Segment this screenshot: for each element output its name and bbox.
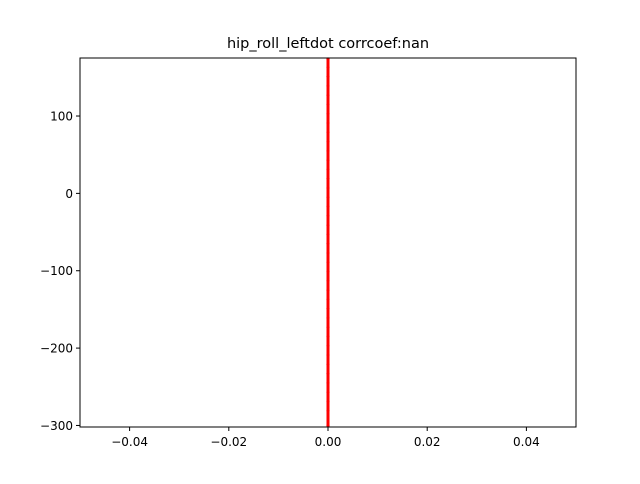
chart-title: hip_roll_leftdot corrcoef:nan	[227, 36, 429, 52]
data-point	[326, 260, 330, 264]
x-tick-label: 0.00	[315, 435, 342, 449]
data-point	[326, 121, 330, 125]
data-point	[326, 316, 330, 320]
x-tick-label: 0.04	[513, 435, 540, 449]
y-tick-label: 0	[65, 187, 73, 201]
plot-frame	[79, 57, 577, 428]
data-point	[326, 186, 330, 190]
data-point	[326, 232, 330, 236]
data-point	[326, 149, 330, 153]
data-point	[326, 307, 330, 311]
data-point	[326, 399, 330, 404]
y-axis: 100 0 −100 −200 −300	[40, 110, 80, 433]
data-point	[326, 372, 330, 376]
data-point	[326, 84, 330, 88]
data-point	[326, 242, 330, 246]
data-point	[326, 74, 330, 79]
data-point	[326, 334, 330, 339]
data-point	[326, 381, 330, 385]
data-point	[326, 214, 330, 218]
y-tick-label: 100	[50, 110, 73, 124]
data-point	[326, 93, 330, 97]
data-point	[326, 423, 330, 428]
data-point	[326, 177, 330, 181]
data-point	[326, 251, 330, 255]
data-point	[326, 288, 330, 292]
data-point	[326, 204, 330, 209]
y-tick-label: −200	[40, 342, 73, 356]
data-point	[326, 353, 330, 357]
data-point	[326, 344, 330, 348]
x-axis: −0.04 −0.02 0.00 0.02 0.04	[111, 427, 540, 449]
data-point	[326, 279, 330, 283]
data-point	[326, 167, 330, 171]
x-tick-label: −0.02	[210, 435, 247, 449]
data-point	[326, 65, 330, 69]
y-tick-label: −100	[40, 264, 73, 278]
data-point	[326, 112, 330, 116]
x-tick-label: 0.02	[414, 435, 441, 449]
y-tick-label: −300	[40, 419, 73, 433]
plot-area	[326, 57, 330, 428]
data-point	[326, 158, 330, 162]
data-point	[326, 409, 330, 413]
data-point	[326, 362, 330, 366]
data-point	[326, 139, 330, 144]
x-tick-label: −0.04	[111, 435, 148, 449]
data-point	[326, 269, 330, 274]
data-point	[326, 102, 330, 107]
data-point	[326, 297, 330, 301]
data-point	[326, 195, 330, 199]
data-point	[326, 223, 330, 227]
data-point	[326, 390, 330, 394]
data-point	[326, 325, 330, 329]
data-point	[326, 130, 330, 134]
